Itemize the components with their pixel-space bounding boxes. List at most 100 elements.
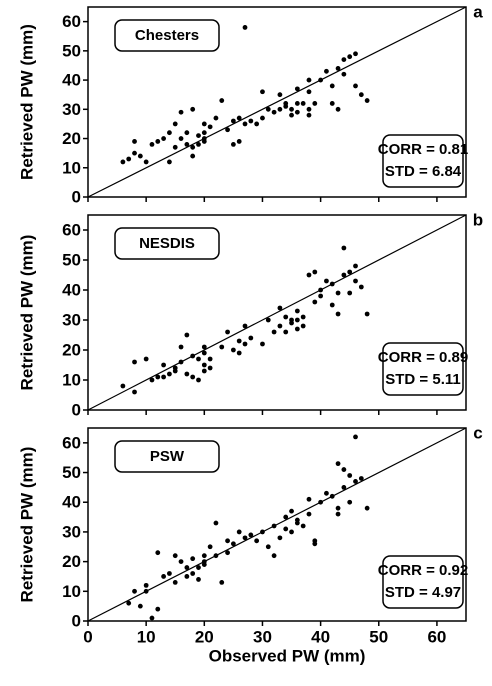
point	[225, 550, 230, 556]
point	[260, 529, 265, 535]
point	[132, 150, 137, 156]
point	[353, 263, 358, 269]
point	[324, 490, 329, 496]
point	[184, 130, 190, 136]
point	[347, 499, 353, 505]
point	[277, 106, 283, 112]
stats-text: STD = 4.97	[385, 584, 461, 601]
point	[335, 65, 341, 71]
plot-frame	[87, 6, 467, 198]
point	[294, 109, 300, 115]
point	[265, 317, 271, 323]
point	[155, 374, 161, 380]
point	[236, 529, 242, 535]
point	[260, 341, 265, 347]
y-tick-label: 50	[62, 463, 81, 482]
point	[294, 326, 300, 332]
point	[219, 344, 225, 350]
point	[236, 338, 242, 344]
point	[341, 272, 347, 278]
stats-box	[382, 555, 464, 609]
point	[335, 311, 341, 317]
point	[283, 101, 289, 106]
name-label: PSW	[150, 448, 185, 465]
point	[335, 290, 341, 296]
name-label: NESDIS	[139, 235, 195, 252]
y-tick-label: 30	[62, 100, 81, 119]
point	[207, 544, 213, 550]
point	[196, 565, 201, 570]
y-tick-label: 40	[62, 493, 81, 512]
point	[277, 535, 283, 541]
y-tick-label: 60	[62, 12, 81, 31]
point	[178, 559, 184, 565]
point	[201, 553, 207, 559]
point	[120, 383, 126, 389]
point	[254, 121, 260, 127]
point	[300, 523, 306, 529]
y-tick-label: 20	[62, 340, 81, 359]
point	[190, 374, 196, 380]
point	[306, 112, 312, 118]
point	[184, 574, 190, 579]
x-tick-label: 30	[253, 627, 272, 646]
point	[178, 344, 184, 350]
point	[178, 136, 184, 141]
point	[172, 144, 178, 150]
point	[353, 83, 358, 89]
y-axis-label: Retrieved PW (mm)	[17, 235, 36, 391]
point	[132, 389, 137, 395]
point	[318, 293, 324, 299]
point	[248, 335, 254, 341]
point	[271, 109, 277, 115]
point	[277, 305, 283, 311]
point	[364, 505, 370, 511]
y-tick-label: 10	[62, 370, 81, 389]
point	[126, 156, 132, 162]
y-tick-label: 20	[62, 129, 81, 148]
point	[347, 269, 353, 275]
y-axis-label: Retrieved PW (mm)	[17, 24, 36, 180]
stats-text: CORR = 0.89	[378, 349, 468, 366]
point	[260, 89, 265, 95]
point	[172, 580, 178, 585]
y-tick-label: 40	[62, 280, 81, 299]
x-tick-label: 50	[369, 627, 388, 646]
point	[172, 365, 178, 371]
point	[230, 141, 236, 147]
name-box	[114, 227, 220, 260]
stats-text: CORR = 0.81	[378, 141, 468, 158]
point	[364, 311, 370, 317]
point	[242, 25, 248, 30]
stats-box	[382, 134, 464, 188]
y-tick-label: 50	[62, 250, 81, 269]
plot-frame	[87, 214, 467, 411]
point	[347, 54, 353, 60]
point	[312, 538, 318, 544]
y-tick-label: 10	[62, 582, 81, 601]
y-tick-label: 30	[62, 522, 81, 541]
point	[358, 476, 364, 481]
point	[207, 124, 213, 130]
y-tick-label: 60	[62, 220, 81, 239]
point	[294, 517, 300, 523]
point	[225, 329, 230, 335]
point	[167, 159, 172, 165]
point	[306, 272, 312, 278]
point	[201, 344, 207, 350]
point	[271, 553, 277, 559]
point	[289, 106, 294, 112]
point	[236, 115, 242, 121]
point	[137, 153, 143, 159]
stats-text: STD = 5.11	[385, 371, 460, 388]
identity-line	[87, 214, 467, 411]
point	[167, 130, 172, 136]
point	[184, 332, 190, 338]
point	[225, 538, 230, 544]
point	[155, 550, 161, 556]
point	[324, 68, 329, 74]
point	[161, 374, 167, 380]
point	[184, 141, 190, 147]
point	[143, 582, 149, 588]
point	[167, 371, 172, 377]
